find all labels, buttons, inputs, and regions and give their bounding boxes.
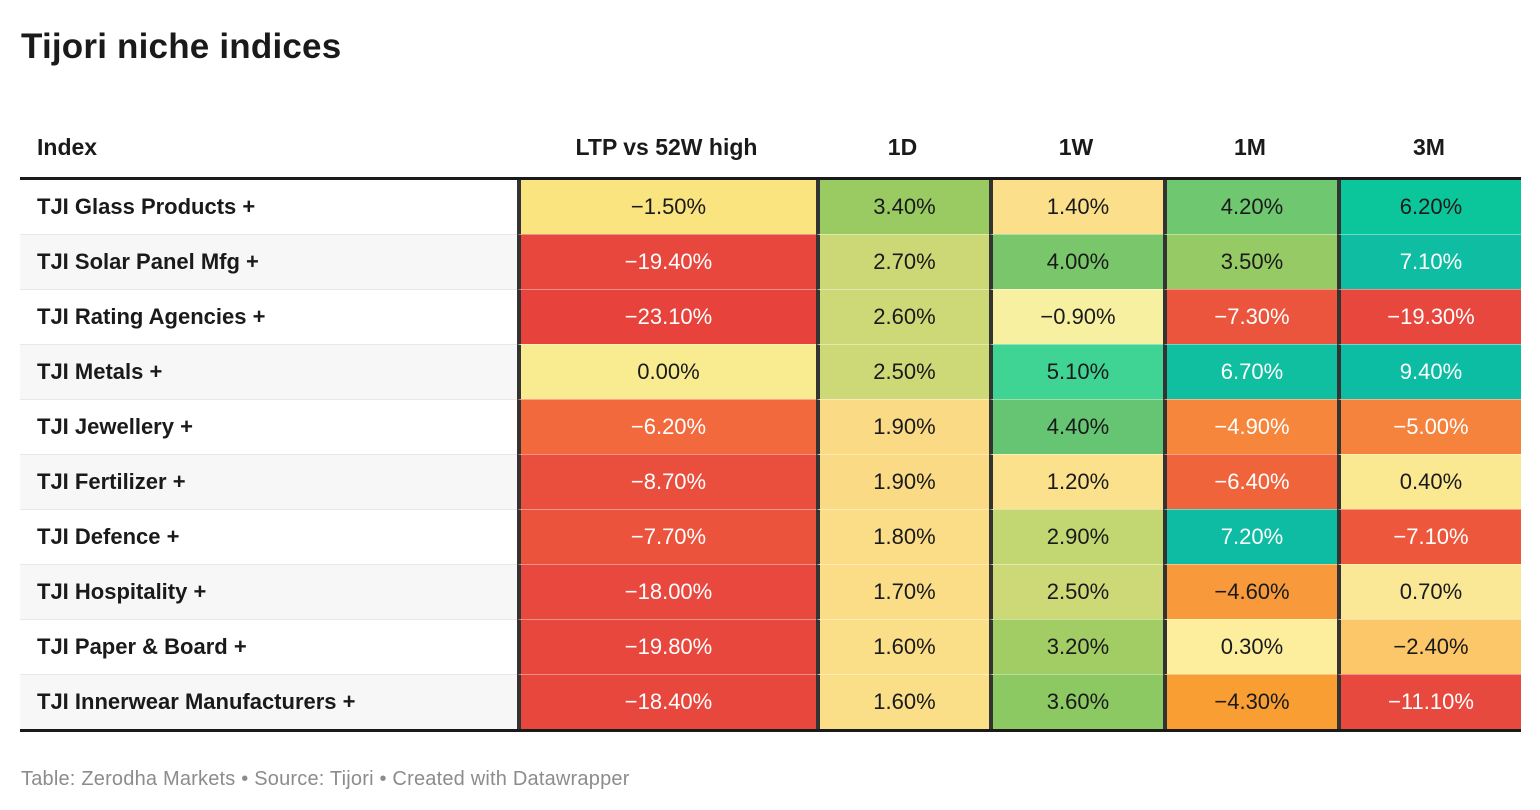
value-cell-1w: 2.50% xyxy=(989,564,1163,619)
value-cell-ltp-vs-52w-high: −6.20% xyxy=(517,399,816,454)
value-cell-3m: −19.30% xyxy=(1337,289,1521,344)
value-cell-ltp-vs-52w-high: −19.80% xyxy=(517,619,816,674)
value-cell-1m: −4.60% xyxy=(1163,564,1337,619)
value-cell-1w: 3.60% xyxy=(989,674,1163,729)
column-header-3m[interactable]: 3M xyxy=(1337,118,1521,180)
table-row: TJI Solar Panel Mfg + −19.40% 2.70% 4.00… xyxy=(20,234,1521,289)
value-cell-1w: 4.00% xyxy=(989,234,1163,289)
value-cell-ltp-vs-52w-high: −7.70% xyxy=(517,509,816,564)
value-cell-ltp-vs-52w-high: −18.00% xyxy=(517,564,816,619)
value-cell-1w: 1.40% xyxy=(989,180,1163,234)
value-cell-1d: 1.80% xyxy=(816,509,989,564)
value-cell-1m: 7.20% xyxy=(1163,509,1337,564)
value-cell-ltp-vs-52w-high: −19.40% xyxy=(517,234,816,289)
index-name-cell[interactable]: TJI Solar Panel Mfg + xyxy=(20,234,517,289)
value-cell-ltp-vs-52w-high: −18.40% xyxy=(517,674,816,729)
index-name-cell[interactable]: TJI Metals + xyxy=(20,344,517,399)
table-row: TJI Paper & Board + −19.80% 1.60% 3.20% … xyxy=(20,619,1521,674)
value-cell-1d: 2.70% xyxy=(816,234,989,289)
value-cell-1d: 2.50% xyxy=(816,344,989,399)
value-cell-1d: 1.90% xyxy=(816,399,989,454)
column-header-index[interactable]: Index xyxy=(20,118,517,180)
value-cell-1w: 2.90% xyxy=(989,509,1163,564)
value-cell-3m: −7.10% xyxy=(1337,509,1521,564)
value-cell-ltp-vs-52w-high: −1.50% xyxy=(517,180,816,234)
index-name-cell[interactable]: TJI Fertilizer + xyxy=(20,454,517,509)
value-cell-3m: 0.40% xyxy=(1337,454,1521,509)
header-row: Index LTP vs 52W high 1D 1W 1M 3M xyxy=(20,118,1521,180)
value-cell-1d: 2.60% xyxy=(816,289,989,344)
value-cell-1w: 5.10% xyxy=(989,344,1163,399)
value-cell-3m: −2.40% xyxy=(1337,619,1521,674)
indices-table: Index LTP vs 52W high 1D 1W 1M 3M TJI Gl… xyxy=(20,118,1521,732)
value-cell-3m: −11.10% xyxy=(1337,674,1521,729)
value-cell-1w: −0.90% xyxy=(989,289,1163,344)
value-cell-1m: −4.30% xyxy=(1163,674,1337,729)
column-header-1d[interactable]: 1D xyxy=(816,118,989,180)
index-name-cell[interactable]: TJI Innerwear Manufacturers + xyxy=(20,674,517,729)
index-name-cell[interactable]: TJI Jewellery + xyxy=(20,399,517,454)
value-cell-1d: 1.60% xyxy=(816,619,989,674)
value-cell-1m: −6.40% xyxy=(1163,454,1337,509)
index-name-cell[interactable]: TJI Hospitality + xyxy=(20,564,517,619)
value-cell-3m: 7.10% xyxy=(1337,234,1521,289)
table-row: TJI Innerwear Manufacturers + −18.40% 1.… xyxy=(20,674,1521,729)
value-cell-1m: 6.70% xyxy=(1163,344,1337,399)
index-name-cell[interactable]: TJI Paper & Board + xyxy=(20,619,517,674)
value-cell-1w: 4.40% xyxy=(989,399,1163,454)
datawrapper-table-widget: Tijori niche indices Index LTP vs 52W hi… xyxy=(20,27,1521,790)
index-name-cell[interactable]: TJI Defence + xyxy=(20,509,517,564)
value-cell-1d: 1.70% xyxy=(816,564,989,619)
value-cell-1w: 1.20% xyxy=(989,454,1163,509)
table-row: TJI Fertilizer + −8.70% 1.90% 1.20% −6.4… xyxy=(20,454,1521,509)
value-cell-1m: 4.20% xyxy=(1163,180,1337,234)
column-header-1w[interactable]: 1W xyxy=(989,118,1163,180)
table-row: TJI Metals + 0.00% 2.50% 5.10% 6.70% 9.4… xyxy=(20,344,1521,399)
column-header-1m[interactable]: 1M xyxy=(1163,118,1337,180)
value-cell-ltp-vs-52w-high: 0.00% xyxy=(517,344,816,399)
value-cell-1d: 1.90% xyxy=(816,454,989,509)
index-name-cell[interactable]: TJI Glass Products + xyxy=(20,180,517,234)
value-cell-1m: −4.90% xyxy=(1163,399,1337,454)
page-title: Tijori niche indices xyxy=(21,27,342,66)
table-row: TJI Glass Products + −1.50% 3.40% 1.40% … xyxy=(20,180,1521,234)
value-cell-1d: 1.60% xyxy=(816,674,989,729)
table-row: TJI Hospitality + −18.00% 1.70% 2.50% −4… xyxy=(20,564,1521,619)
table-row: TJI Rating Agencies + −23.10% 2.60% −0.9… xyxy=(20,289,1521,344)
table-row: TJI Jewellery + −6.20% 1.90% 4.40% −4.90… xyxy=(20,399,1521,454)
index-name-cell[interactable]: TJI Rating Agencies + xyxy=(20,289,517,344)
value-cell-3m: 9.40% xyxy=(1337,344,1521,399)
value-cell-1d: 3.40% xyxy=(816,180,989,234)
value-cell-1m: 0.30% xyxy=(1163,619,1337,674)
value-cell-1w: 3.20% xyxy=(989,619,1163,674)
value-cell-3m: −5.00% xyxy=(1337,399,1521,454)
value-cell-1m: −7.30% xyxy=(1163,289,1337,344)
table-row: TJI Defence + −7.70% 1.80% 2.90% 7.20% −… xyxy=(20,509,1521,564)
value-cell-3m: 0.70% xyxy=(1337,564,1521,619)
value-cell-ltp-vs-52w-high: −8.70% xyxy=(517,454,816,509)
attribution-line: Table: Zerodha Markets • Source: Tijori … xyxy=(21,768,630,790)
value-cell-3m: 6.20% xyxy=(1337,180,1521,234)
value-cell-ltp-vs-52w-high: −23.10% xyxy=(517,289,816,344)
value-cell-1m: 3.50% xyxy=(1163,234,1337,289)
column-header-ltp-vs-52w-high[interactable]: LTP vs 52W high xyxy=(517,118,816,180)
